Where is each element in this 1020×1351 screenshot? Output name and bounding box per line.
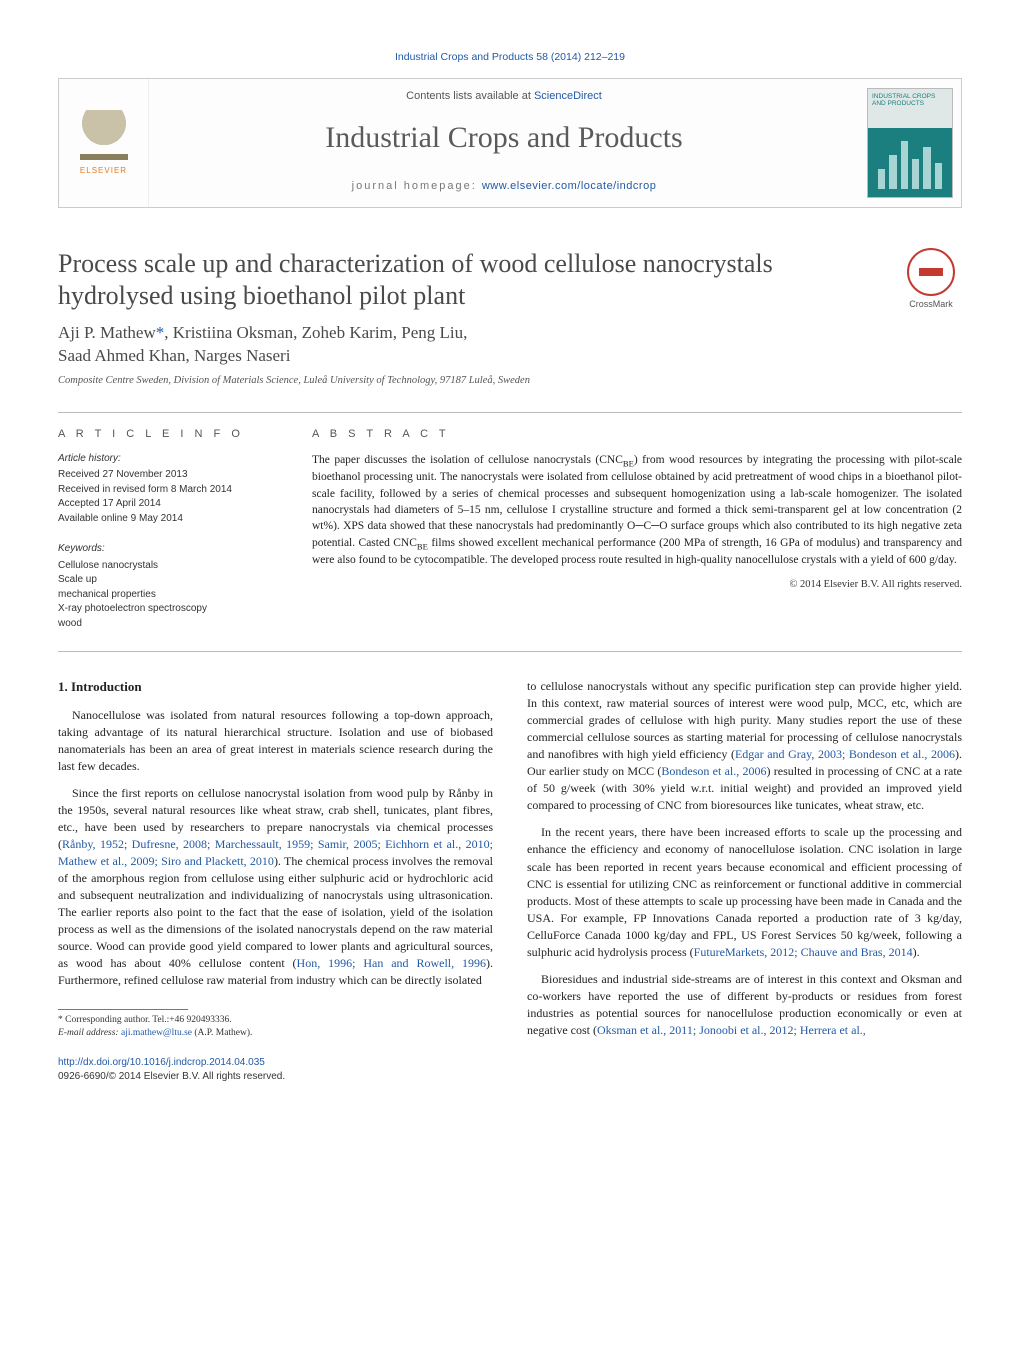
cover-thumb-title: INDUSTRIAL CROPS AND PRODUCTS: [872, 93, 948, 107]
page: Industrial Crops and Products 58 (2014) …: [0, 0, 1020, 1123]
p2-cite2[interactable]: Hon, 1996; Han and Rowell, 1996: [297, 956, 486, 970]
crossmark-icon: [907, 248, 955, 296]
article-info: a r t i c l e i n f o Article history: R…: [58, 427, 276, 647]
journal-homepage-line: journal homepage: www.elsevier.com/locat…: [155, 179, 853, 194]
footnotes: * Corresponding author. Tel.:+46 9204933…: [58, 1014, 493, 1040]
elsevier-wordmark: ELSEVIER: [80, 166, 127, 177]
keyword-0: Cellulose nanocrystals: [58, 559, 276, 574]
keywords-block: Keywords: Cellulose nanocrystals Scale u…: [58, 542, 276, 631]
intro-p2: Since the first reports on cellulose nan…: [58, 785, 493, 989]
cover-bar: [923, 147, 930, 189]
cover-cell: INDUSTRIAL CROPS AND PRODUCTS: [859, 79, 961, 207]
publisher-logo-cell: ELSEVIER: [59, 79, 149, 207]
footnote-separator: [58, 1009, 188, 1010]
masthead: ELSEVIER Contents lists available at Sci…: [58, 78, 962, 208]
keywords-head: Keywords:: [58, 542, 276, 557]
corresponding-mark: *: [156, 323, 165, 342]
keyword-3: X-ray photoelectron spectroscopy: [58, 602, 276, 617]
p4a: In the recent years, there have been inc…: [527, 825, 962, 958]
authors-rest-2: Saad Ahmed Khan, Narges Naseri: [58, 346, 290, 365]
email-tail: (A.P. Mathew).: [192, 1028, 252, 1038]
p2b: ). The chemical process involves the rem…: [58, 854, 493, 970]
title-row: Process scale up and characterization of…: [58, 248, 962, 311]
authors-rest-1: , Kristiina Oksman, Zoheb Karim, Peng Li…: [164, 323, 467, 342]
cover-bar: [912, 159, 919, 189]
paper-title: Process scale up and characterization of…: [58, 248, 858, 311]
p3-cite[interactable]: Edgar and Gray, 2003; Bondeson et al., 2…: [735, 747, 955, 761]
abstract-text: The paper discusses the isolation of cel…: [312, 452, 962, 569]
journal-cover-thumb: INDUSTRIAL CROPS AND PRODUCTS: [867, 88, 953, 198]
journal-homepage-link[interactable]: www.elsevier.com/locate/indcrop: [482, 180, 656, 192]
doi-link[interactable]: http://dx.doi.org/10.1016/j.indcrop.2014…: [58, 1057, 265, 1068]
intro-p4: In the recent years, there have been inc…: [527, 824, 962, 960]
p5-cite[interactable]: Oksman et al., 2011; Jonoobi et al., 201…: [597, 1023, 866, 1037]
history-2: Accepted 17 April 2014: [58, 497, 276, 512]
affiliation: Composite Centre Sweden, Division of Mat…: [58, 374, 962, 388]
history-0: Received 27 November 2013: [58, 468, 276, 483]
homepage-prefix: journal homepage:: [352, 180, 482, 192]
history-head: Article history:: [58, 452, 276, 467]
elsevier-tree-icon: [80, 110, 128, 160]
cover-bar: [878, 169, 885, 189]
info-abstract-row: a r t i c l e i n f o Article history: R…: [58, 412, 962, 652]
crossmark-label: CrossMark: [900, 298, 962, 310]
contents-line: Contents lists available at ScienceDirec…: [155, 89, 853, 104]
cover-thumb-bars: [878, 135, 942, 189]
abstract-col: a b s t r a c t The paper discusses the …: [312, 427, 962, 647]
history-3: Available online 9 May 2014: [58, 512, 276, 527]
corresponding-footnote: * Corresponding author. Tel.:+46 9204933…: [58, 1014, 493, 1027]
history-1: Received in revised form 8 March 2014: [58, 483, 276, 498]
intro-p5: Bioresidues and industrial side-streams …: [527, 971, 962, 1039]
intro-p1: Nanocellulose was isolated from natural …: [58, 707, 493, 775]
body-columns: 1. Introduction Nanocellulose was isolat…: [58, 678, 962, 1044]
email-footnote: E-mail address: aji.mathew@ltu.se (A.P. …: [58, 1027, 493, 1040]
article-history: Article history: Received 27 November 20…: [58, 452, 276, 527]
author-first: Aji P. Mathew: [58, 323, 156, 342]
cover-bar: [935, 163, 942, 189]
masthead-center: Contents lists available at ScienceDirec…: [149, 79, 859, 207]
sciencedirect-link[interactable]: ScienceDirect: [534, 90, 602, 102]
p4-cite[interactable]: FutureMarkets, 2012; Chauve and Bras, 20…: [694, 945, 913, 959]
email-link[interactable]: aji.mathew@ltu.se: [121, 1028, 192, 1038]
p4b: ).: [913, 945, 920, 959]
doi-block: http://dx.doi.org/10.1016/j.indcrop.2014…: [58, 1056, 962, 1083]
abstract-copyright: © 2014 Elsevier B.V. All rights reserved…: [312, 578, 962, 592]
elsevier-logo: ELSEVIER: [71, 103, 137, 183]
p3-cite2[interactable]: Bondeson et al., 2006: [661, 764, 766, 778]
intro-p3: to cellulose nanocrystals without any sp…: [527, 678, 962, 814]
issn-line: 0926-6690/© 2014 Elsevier B.V. All right…: [58, 1071, 285, 1082]
section-intro-head: 1. Introduction: [58, 678, 493, 696]
running-head: Industrial Crops and Products 58 (2014) …: [58, 50, 962, 64]
keyword-4: wood: [58, 617, 276, 632]
journal-title: Industrial Crops and Products: [155, 118, 853, 159]
article-info-head: a r t i c l e i n f o: [58, 427, 276, 442]
keyword-2: mechanical properties: [58, 588, 276, 603]
keyword-1: Scale up: [58, 573, 276, 588]
cover-bar: [889, 155, 896, 189]
abstract-head: a b s t r a c t: [312, 427, 962, 442]
cover-bar: [901, 141, 908, 189]
email-label: E-mail address:: [58, 1028, 121, 1038]
crossmark-badge[interactable]: CrossMark: [900, 248, 962, 310]
authors: Aji P. Mathew*, Kristiina Oksman, Zoheb …: [58, 322, 962, 368]
contents-prefix: Contents lists available at: [406, 90, 534, 102]
